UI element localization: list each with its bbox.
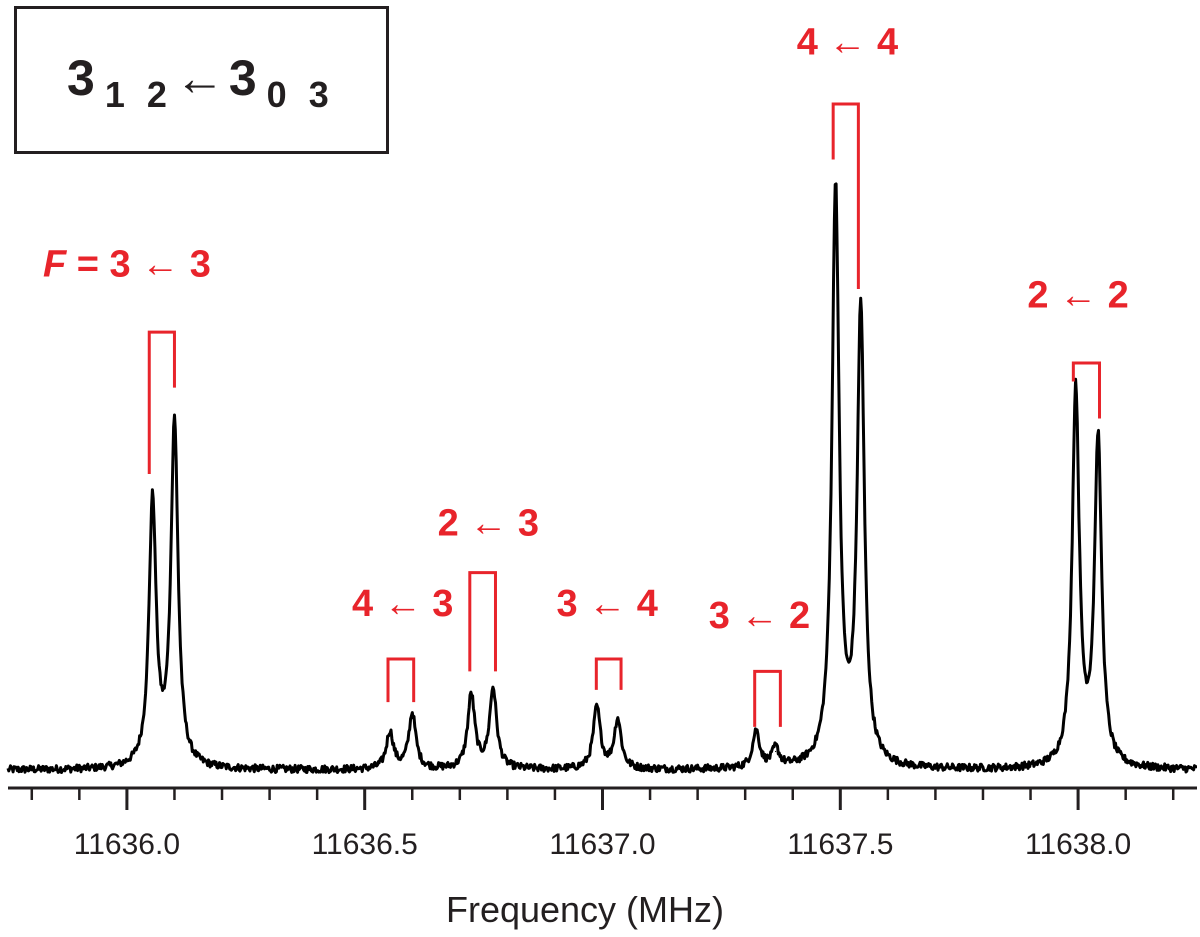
peak-point-4 — [411, 713, 413, 716]
transition-arrow: ← — [174, 50, 225, 106]
annotation-6: 4 ← 4 — [797, 22, 898, 289]
annotation-bracket — [594, 657, 623, 690]
x-tick-label: 11637.5 — [787, 828, 893, 861]
annotation-bracket — [468, 571, 497, 672]
annotation-bracket — [386, 657, 416, 703]
annotation-label: 3 ← 4 — [557, 583, 658, 625]
upper-j: 3 — [67, 50, 95, 106]
x-tick-label: 11636.0 — [74, 828, 180, 861]
annotation-label: 2 ← 2 — [1027, 275, 1128, 317]
annotation-label: 3 ← 2 — [709, 595, 810, 637]
peak-point-6 — [492, 689, 494, 691]
peak-point-3 — [389, 732, 391, 734]
annotation-bracket — [753, 669, 782, 727]
upper-ka-kc: 1 2 — [104, 74, 173, 115]
annotation-label: 4 ← 3 — [352, 583, 453, 625]
peak-point-14 — [1097, 442, 1099, 444]
annotation-label: F = 3 ← 3 — [43, 244, 211, 286]
annotation-2: 4 ← 3 — [352, 583, 453, 703]
peak-point-7 — [596, 707, 598, 709]
annotation-bracket — [1071, 361, 1101, 419]
annotation-bracket — [831, 102, 860, 289]
peak-point-2 — [173, 424, 176, 426]
lower-ka-kc: 0 3 — [266, 74, 335, 115]
spectrum-trace — [6, 182, 1198, 775]
x-tick-label: 11638.0 — [1025, 828, 1131, 861]
annotation-label: 4 ← 4 — [797, 22, 898, 64]
peak-point-1 — [152, 504, 154, 506]
annotation-label: 2 ← 3 — [438, 503, 539, 545]
peak-point-10 — [775, 750, 777, 753]
peak-point-5 — [470, 695, 472, 697]
annotation-7: 2 ← 2 — [1027, 275, 1129, 419]
x-axis: 11636.0 11636.5 11637.0 11637.5 11638.0 — [8, 786, 1197, 861]
x-tick-label: 11636.5 — [312, 828, 418, 861]
annotation-3: 2 ← 3 — [438, 503, 539, 672]
peak-point-13 — [1075, 393, 1077, 395]
x-axis-label: Frequency (MHz) — [446, 889, 724, 930]
lower-j: 3 — [228, 50, 257, 106]
annotation-4: 3 ← 4 — [557, 583, 658, 690]
peak-point-12 — [860, 313, 862, 315]
peak-point-8 — [617, 720, 619, 722]
annotation-1: F = 3 ← 3 — [43, 244, 211, 474]
peak-point-11 — [834, 189, 837, 191]
x-tick-label: 11637.0 — [549, 828, 655, 861]
annotation-bracket — [147, 330, 176, 474]
annotation-layer: F = 3 ← 3 4 ← 3 2 ← 3 3 ← 4 3 ← 2 4 ← 4 2 ← 2 — [43, 22, 1129, 727]
annotation-5: 3 ← 2 — [709, 595, 810, 727]
trace-layer — [6, 182, 1198, 775]
peak-point-9 — [755, 732, 757, 734]
